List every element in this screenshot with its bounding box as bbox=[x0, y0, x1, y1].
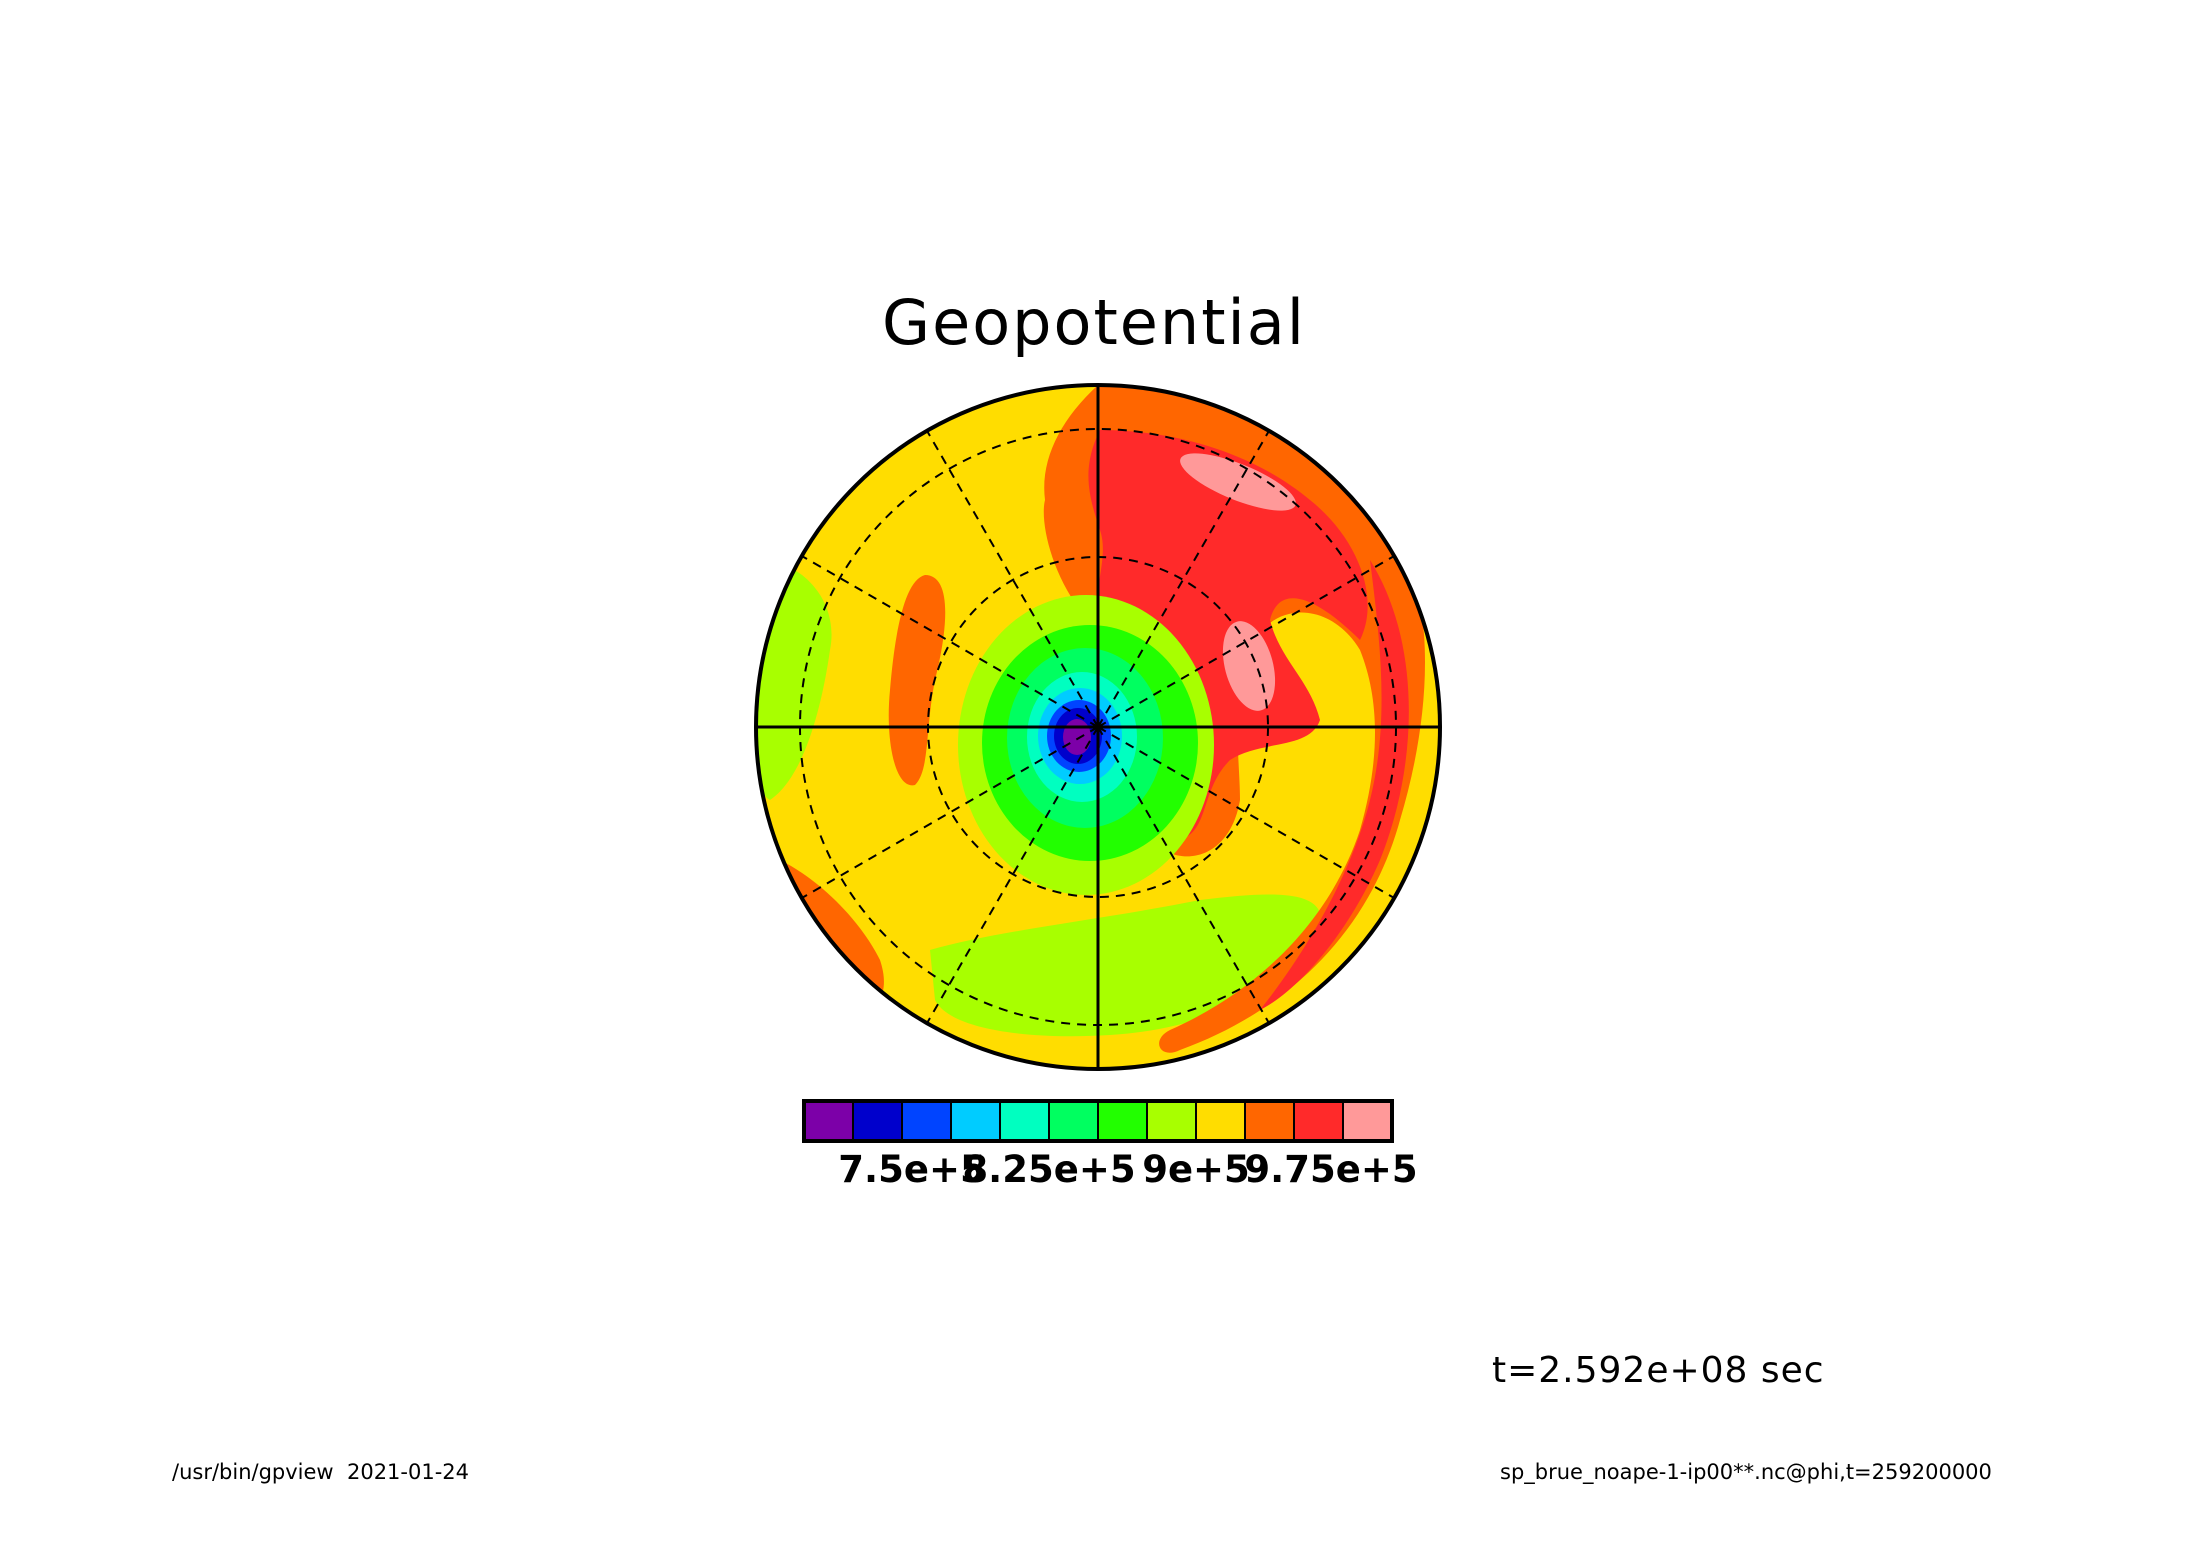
footer-left: /usr/bin/gpview 2021-01-24 bbox=[172, 1460, 469, 1484]
colorbar-swatch bbox=[1244, 1100, 1295, 1142]
meridian-line bbox=[801, 726, 1099, 899]
colorbar-swatch bbox=[1195, 1100, 1246, 1142]
contour-level-pink-east bbox=[1222, 621, 1276, 711]
footer-date: 2021-01-24 bbox=[346, 1460, 470, 1484]
colorbar-swatch bbox=[1342, 1100, 1393, 1142]
meridian-line bbox=[1097, 430, 1270, 728]
meridian-line bbox=[926, 430, 1099, 728]
contour-level-pink-north bbox=[1180, 453, 1296, 511]
colorbar bbox=[802, 1099, 1394, 1143]
meridian-line bbox=[1097, 726, 1395, 899]
colorbar-frame bbox=[802, 1099, 1394, 1143]
meridian-line bbox=[1097, 726, 1270, 1024]
colorbar-tick-label: 9e+5 bbox=[1142, 1148, 1250, 1191]
colorbar-tick-label: 7.5e+5 bbox=[838, 1148, 986, 1191]
footer-program: /usr/bin/gpview bbox=[172, 1460, 334, 1484]
colorbar-swatch bbox=[1048, 1100, 1099, 1142]
colorbar-swatch bbox=[803, 1100, 854, 1142]
plot-title: Geopotential bbox=[882, 286, 1306, 359]
colorbar-swatch bbox=[852, 1100, 903, 1142]
contour-level-red-rim bbox=[1260, 560, 1409, 1010]
meridian-line bbox=[1097, 555, 1395, 728]
time-label: t=2.592e+08 sec bbox=[1492, 1350, 1825, 1391]
colorbar-tick-label: 9.75e+5 bbox=[1244, 1148, 1418, 1191]
meridian-line bbox=[926, 726, 1099, 1024]
graticule bbox=[754, 383, 1442, 1071]
colorbar-tick-label: 8.25e+5 bbox=[962, 1148, 1136, 1191]
contour-level-purple-center bbox=[1063, 719, 1091, 755]
contour-level-lime-south bbox=[930, 894, 1322, 1037]
meridian-line bbox=[801, 555, 1099, 728]
colorbar-swatch bbox=[1097, 1100, 1148, 1142]
map-boundary-circle bbox=[754, 383, 1442, 1071]
colorbar-swatch bbox=[950, 1100, 1001, 1142]
colorbar-swatch bbox=[999, 1100, 1050, 1142]
colorbar-swatch bbox=[901, 1100, 952, 1142]
colorbar-swatch bbox=[1146, 1100, 1197, 1142]
footer-source: sp_brue_noape-1-ip00**.nc@phi,t=25920000… bbox=[1500, 1460, 1992, 1484]
colorbar-swatch bbox=[1293, 1100, 1344, 1142]
contour-level-orange-west bbox=[888, 575, 946, 786]
